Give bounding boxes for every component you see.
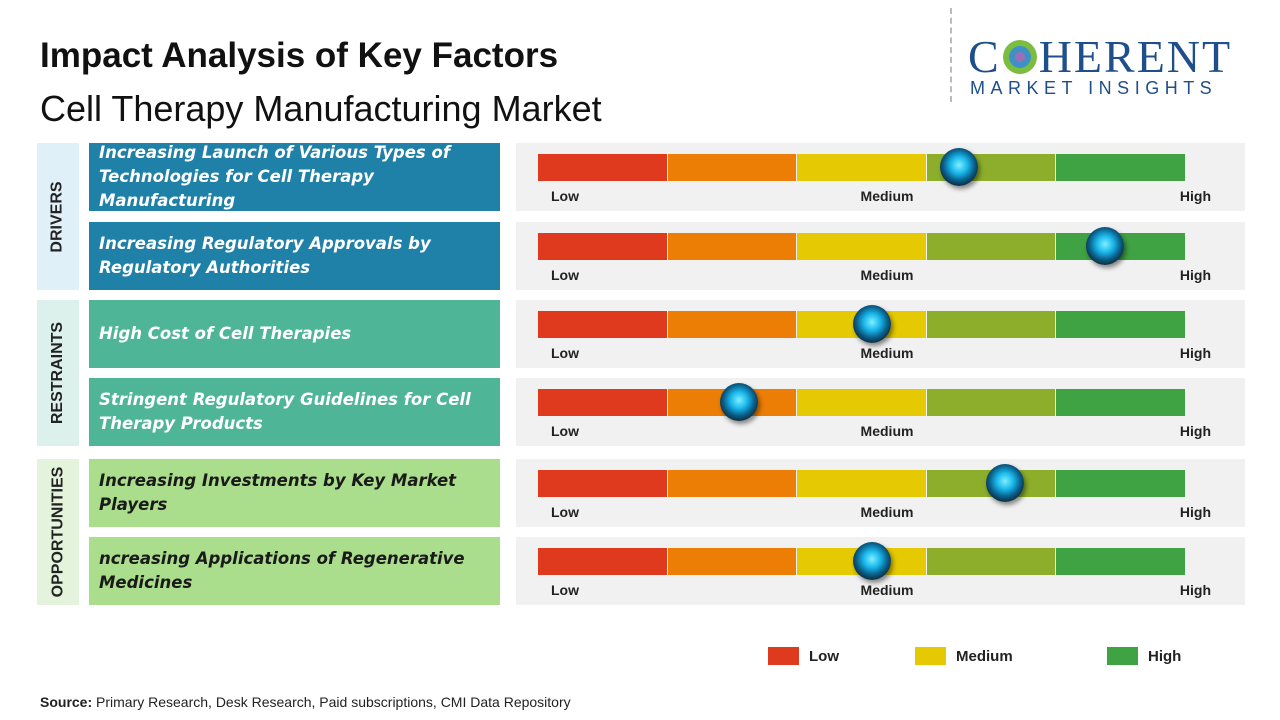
gauge-segment bbox=[538, 548, 667, 575]
scale-label: High bbox=[1179, 188, 1211, 204]
scale-label: High bbox=[1179, 582, 1211, 598]
scale-label: Low bbox=[551, 582, 579, 598]
subtitle: Cell Therapy Manufacturing Market bbox=[40, 88, 602, 129]
source-text: Primary Research, Desk Research, Paid su… bbox=[96, 694, 571, 710]
factor-text: High Cost of Cell Therapies bbox=[99, 324, 352, 343]
scale-label: Low bbox=[551, 188, 579, 204]
legend-swatch bbox=[1107, 647, 1138, 665]
factor-box: Increasing Investments by Key Market Pla… bbox=[89, 459, 500, 527]
gauge-segment bbox=[1056, 470, 1185, 497]
factor-box: High Cost of Cell Therapies bbox=[89, 300, 500, 368]
logo: C HERENT bbox=[968, 30, 1232, 83]
gauge-segment bbox=[667, 548, 797, 575]
legend-label: Low bbox=[809, 648, 839, 665]
legend-swatch bbox=[768, 647, 799, 665]
impact-marker bbox=[719, 383, 758, 421]
scale-label: Low bbox=[551, 267, 579, 283]
source-label: Source: bbox=[40, 694, 93, 710]
legend-label: High bbox=[1148, 648, 1182, 665]
scale-label: Medium bbox=[860, 423, 914, 439]
scale-label: Medium bbox=[860, 267, 914, 283]
scale-label: Medium bbox=[860, 188, 914, 204]
impact-marker bbox=[852, 542, 891, 580]
factor-box: Increasing Launch of Various Types of Te… bbox=[89, 143, 500, 211]
scale-label: Medium bbox=[860, 504, 914, 520]
factor-text: Increasing Investments by Key Market Pla… bbox=[99, 471, 457, 514]
gauge-segment bbox=[926, 233, 1056, 260]
scale-label: Medium bbox=[860, 345, 914, 361]
gauge-segment bbox=[667, 233, 797, 260]
factor-box: Stringent Regulatory Guidelines for Cell… bbox=[89, 378, 500, 446]
scale-label: High bbox=[1179, 504, 1211, 520]
factor-text: Stringent Regulatory Guidelines for Cell… bbox=[99, 390, 471, 433]
group-label-box: DRIVERS bbox=[37, 143, 79, 290]
gauge-segment bbox=[667, 154, 797, 181]
gauge-segment bbox=[538, 233, 667, 260]
gauge-segment bbox=[1056, 548, 1185, 575]
logo-text: C bbox=[968, 31, 1001, 82]
source: Source: Primary Research, Desk Research,… bbox=[40, 694, 571, 710]
gauge-segment bbox=[926, 311, 1056, 338]
impact-marker bbox=[852, 305, 891, 343]
group-label-box: OPPORTUNITIES bbox=[37, 459, 79, 605]
divider bbox=[950, 8, 952, 102]
impact-marker bbox=[1086, 227, 1124, 265]
group-label: OPPORTUNITIES bbox=[49, 466, 66, 598]
scale-label: High bbox=[1179, 423, 1211, 439]
group-label-box: RESTRAINTS bbox=[37, 300, 79, 446]
gauge-segment bbox=[667, 470, 797, 497]
logo-tagline: MARKET INSIGHTS bbox=[970, 78, 1218, 98]
factor-text: Increasing Regulatory Approvals by Regul… bbox=[99, 234, 431, 277]
gauge-segment bbox=[1056, 154, 1185, 181]
factor-box: Increasing Regulatory Approvals by Regul… bbox=[89, 222, 500, 290]
logo-text: HERENT bbox=[1038, 31, 1233, 82]
title: Impact Analysis of Key Factors bbox=[40, 36, 559, 75]
gauge-segment bbox=[538, 154, 667, 181]
gauge-segment bbox=[926, 389, 1056, 416]
gauge-segment bbox=[538, 311, 667, 338]
impact-marker bbox=[985, 464, 1024, 502]
group-label: DRIVERS bbox=[49, 180, 66, 253]
gauge-segment bbox=[797, 233, 926, 260]
factor-box: ncreasing Applications of Regenerative M… bbox=[89, 537, 500, 605]
legend-label: Medium bbox=[956, 648, 1013, 665]
gauge-segment bbox=[797, 470, 926, 497]
gauge-segment bbox=[1056, 311, 1185, 338]
gauge-segment bbox=[797, 154, 926, 181]
gauge-segment bbox=[667, 311, 797, 338]
gauge-segment bbox=[797, 389, 926, 416]
group-label: RESTRAINTS bbox=[49, 321, 67, 425]
legend-swatch bbox=[915, 647, 946, 665]
scale-label: High bbox=[1179, 345, 1211, 361]
gauge-segment bbox=[538, 389, 667, 416]
scale-label: Medium bbox=[860, 582, 914, 598]
gauge-segment bbox=[1056, 389, 1185, 416]
logo-icon bbox=[1002, 40, 1037, 74]
scale-label: Low bbox=[551, 504, 579, 520]
scale-label: High bbox=[1179, 267, 1211, 283]
scale-label: Low bbox=[551, 423, 579, 439]
gauge-segment bbox=[926, 548, 1056, 575]
scale-label: Low bbox=[551, 345, 579, 361]
factor-text: Increasing Launch of Various Types of Te… bbox=[99, 143, 451, 210]
impact-marker bbox=[940, 148, 979, 186]
factor-text: ncreasing Applications of Regenerative M… bbox=[99, 549, 465, 592]
gauge-segment bbox=[538, 470, 667, 497]
